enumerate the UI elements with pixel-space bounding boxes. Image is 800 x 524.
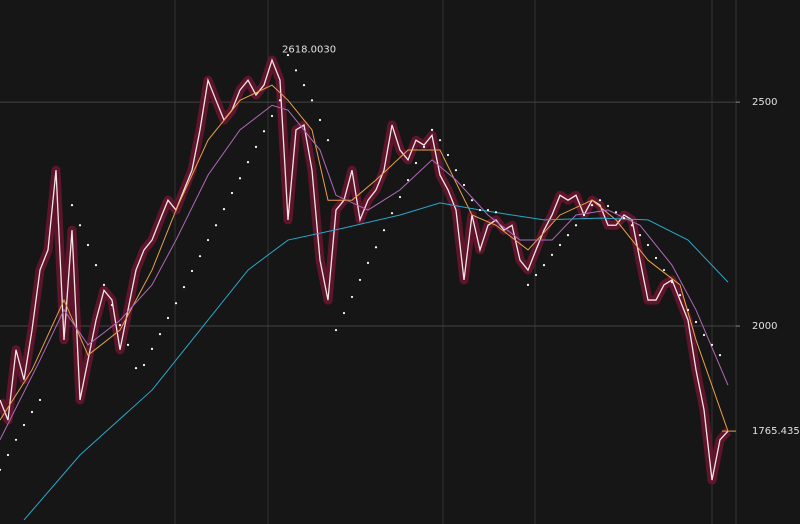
sar-dot	[566, 234, 570, 237]
sar-dot	[38, 398, 42, 402]
sar-dot	[22, 423, 26, 427]
sar-dot	[702, 333, 706, 337]
sar-dot	[558, 243, 562, 247]
sar-dot	[606, 204, 610, 208]
sar-dot	[0, 468, 2, 471]
sar-dot	[110, 303, 114, 307]
sar-dot	[654, 256, 658, 260]
sar-dot	[262, 130, 266, 133]
sar-dot	[350, 295, 354, 299]
y-tick-label: 2000	[752, 321, 777, 332]
sar-dot	[446, 153, 450, 157]
sar-dot	[374, 246, 378, 249]
y-tick-label: 2500	[752, 97, 777, 108]
sar-dot	[174, 302, 178, 305]
sar-dot	[390, 212, 394, 215]
sar-dot	[582, 213, 586, 217]
sar-dot	[526, 283, 530, 286]
sar-dot	[494, 211, 498, 214]
sar-dot	[670, 281, 674, 284]
series-line	[0, 104, 729, 441]
sar-dot	[342, 311, 346, 315]
sar-dot	[438, 139, 442, 142]
sar-dot	[630, 224, 634, 227]
sar-dot	[246, 161, 250, 164]
sar-dot	[102, 283, 106, 286]
sar-dot	[686, 308, 690, 312]
sar-dot	[358, 278, 362, 282]
last-price-label: 1765.4351	[752, 426, 800, 437]
sar-dot	[398, 195, 402, 199]
sar-dot	[150, 347, 154, 350]
sar-dot	[270, 114, 274, 118]
sar-dot	[534, 273, 538, 277]
series-line	[23, 202, 729, 521]
sar-dot	[622, 217, 626, 220]
sar-dot	[118, 324, 122, 327]
sar-dot	[310, 99, 314, 102]
sar-dot	[134, 367, 138, 370]
sar-dot	[94, 264, 98, 267]
max-label: 2618.0030	[282, 44, 336, 55]
sar-dot	[182, 285, 186, 289]
sar-dot	[638, 234, 642, 237]
sar-dot	[710, 343, 714, 346]
series-line	[0, 84, 729, 432]
sar-dot	[414, 161, 418, 165]
sar-dot	[326, 139, 330, 142]
sar-dot	[158, 333, 162, 336]
sar-dot	[366, 261, 370, 264]
sar-dot	[6, 453, 10, 457]
sar-dot	[302, 83, 306, 87]
sar-dot	[598, 199, 602, 202]
sar-dot	[30, 410, 34, 414]
sar-dot	[406, 178, 410, 182]
sar-dot	[166, 316, 170, 320]
sar-dot	[694, 320, 698, 324]
sar-dot	[222, 208, 226, 211]
sar-dot	[574, 224, 578, 227]
sar-dot	[486, 208, 490, 212]
sar-dot	[462, 183, 466, 187]
sar-dot	[646, 243, 650, 247]
sar-dot	[542, 264, 546, 267]
sar-dot	[550, 253, 554, 256]
sar-dot	[430, 128, 434, 131]
sar-dot	[382, 229, 386, 232]
sar-dot	[478, 208, 482, 212]
sar-dot	[142, 363, 146, 367]
sar-dot	[190, 269, 194, 273]
last-price-box	[748, 423, 800, 440]
sar-dot	[14, 438, 18, 441]
sar-dot	[454, 169, 458, 172]
sar-dot	[422, 145, 426, 148]
sar-dot	[334, 328, 338, 332]
sar-dot	[78, 224, 82, 227]
sar-dot	[238, 177, 242, 180]
sar-dot	[662, 268, 666, 272]
sar-dot	[294, 69, 298, 72]
sar-dot	[718, 354, 722, 357]
sar-dot	[286, 53, 290, 57]
sar-dot	[198, 255, 202, 258]
sar-dot	[70, 204, 74, 207]
sar-dot	[206, 238, 210, 242]
sar-dot	[590, 204, 594, 207]
sar-dot	[278, 99, 282, 102]
sar-dot	[614, 211, 618, 214]
sar-dot	[318, 118, 322, 122]
series-line	[0, 58, 729, 481]
sar-dot	[86, 243, 90, 247]
sar-dot	[470, 199, 474, 202]
sar-dot	[126, 343, 130, 346]
sar-dot	[678, 294, 682, 297]
sar-dot	[254, 145, 258, 148]
sar-dot	[214, 224, 218, 227]
sar-dot	[230, 191, 234, 195]
